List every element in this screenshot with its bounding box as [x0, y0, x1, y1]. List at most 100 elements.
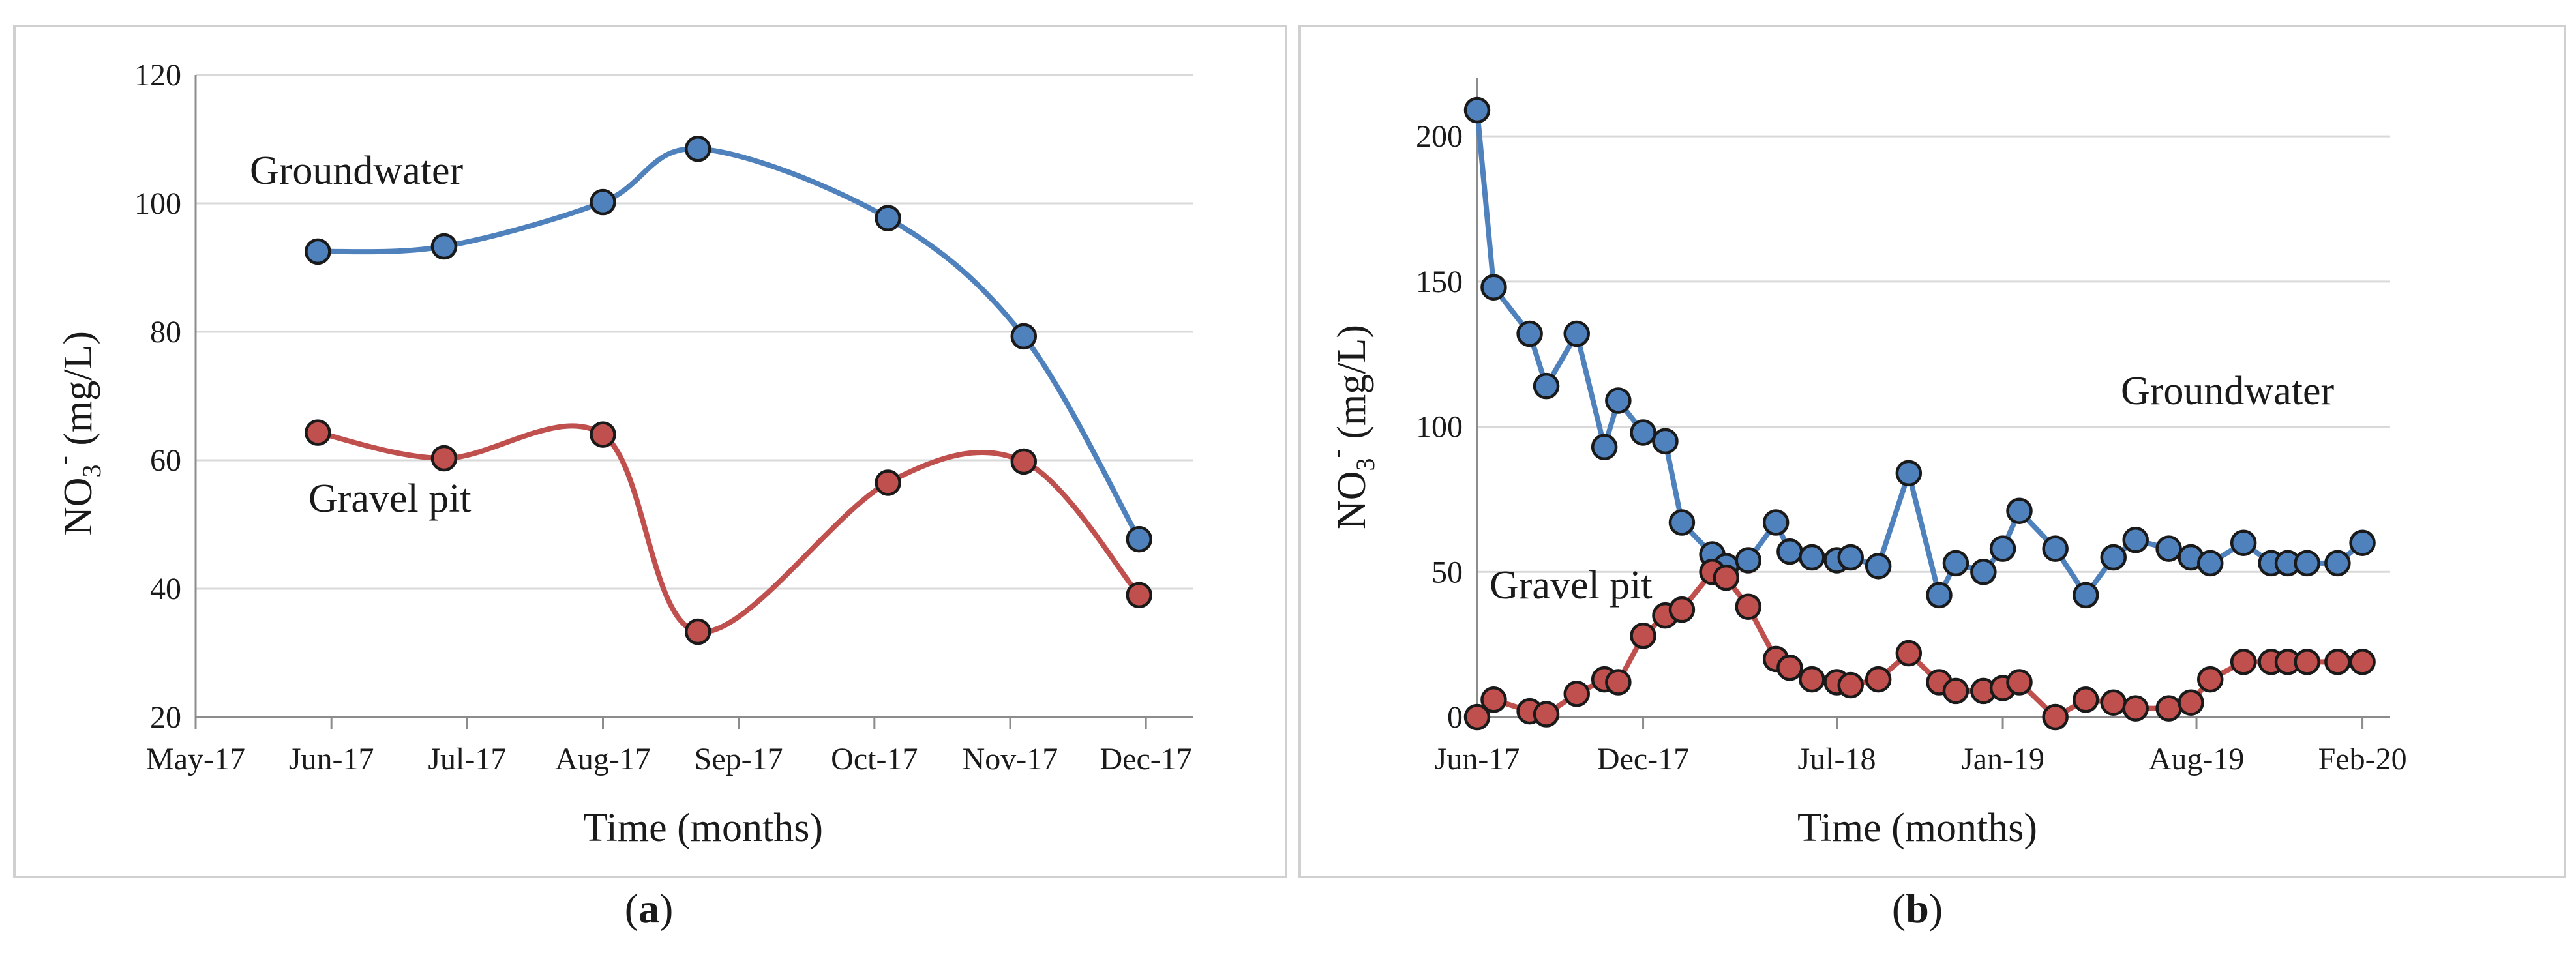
panel-a-letter: a: [638, 885, 659, 932]
groundwater-point: [1652, 428, 1679, 455]
groundwater-point: [1605, 387, 1632, 414]
panel-a-series: [305, 136, 1152, 645]
gravel-pit-point: [2100, 689, 2127, 716]
gravel-pit-point: [1605, 669, 1632, 696]
gravel-pit-point: [2294, 649, 2320, 675]
groundwater-point: [684, 136, 711, 162]
panel-b-gravel-pit-label: Gravel pit: [1490, 563, 1653, 608]
groundwater-point: [1463, 96, 1491, 124]
x-tick-label: Jul-18: [1798, 742, 1876, 776]
x-tick-label: Oct-17: [831, 742, 918, 776]
groundwater-point: [1837, 544, 1864, 571]
groundwater-point: [1668, 509, 1696, 536]
gravel-pit-point: [430, 445, 458, 472]
y-tick-label: 100: [1416, 410, 1463, 445]
groundwater-point: [2230, 529, 2257, 556]
panel-b-series: [1463, 96, 2376, 731]
groundwater-point: [1895, 460, 1923, 487]
groundwater-point: [305, 238, 331, 265]
y-title-unit: (mg/L): [1330, 325, 1374, 449]
gravel-pit-point: [2230, 649, 2257, 675]
panel-a-y-axis-title: NO3- (mg/L): [48, 331, 106, 536]
panel-b-letter: b: [1906, 885, 1929, 932]
gravel-pit-point: [684, 618, 711, 645]
panel-b-x-axis-title: Time (months): [1797, 806, 2037, 850]
y-tick-label: 0: [1447, 700, 1463, 735]
gravel-pit-point: [2042, 703, 2069, 731]
groundwater-point: [2324, 550, 2351, 577]
y-title-sub: 3: [77, 464, 106, 477]
gravel-pit-point: [1126, 582, 1152, 609]
x-tick-label: Jun-17: [289, 742, 374, 776]
panel-a-x-axis-title: Time (months): [583, 806, 823, 850]
gravel-pit-point: [2006, 669, 2033, 696]
y-title-main: NO: [56, 477, 100, 536]
groundwater-point: [2100, 544, 2127, 571]
y-title-sup: -: [48, 456, 78, 464]
gravel-pit-point: [2324, 649, 2351, 675]
groundwater-point: [430, 233, 458, 260]
x-tick-label: Sep-17: [695, 742, 783, 776]
x-tick-label: Jan-19: [1961, 742, 2044, 776]
panel-a-label: (a): [625, 885, 674, 932]
gravel-pit-point: [1799, 666, 1825, 693]
panel-a-groundwater-label: Groundwater: [250, 149, 463, 193]
groundwater-point: [1480, 274, 1507, 301]
groundwater-point: [1126, 525, 1152, 553]
x-tick-label: Aug-19: [2149, 742, 2245, 776]
gravel-pit-point: [1630, 623, 1656, 649]
y-tick-label: 50: [1431, 555, 1463, 589]
x-tick-label: Dec-17: [1100, 742, 1192, 776]
gravel-pit-point: [1533, 701, 1560, 728]
y-tick-label: 20: [150, 700, 181, 735]
groundwater-line: [315, 146, 1142, 542]
panel-b-tick-labels: 0 50 100 150 200 Jun-17 Dec-17 Jul-18 Jan-19 Aug-…: [1416, 119, 2407, 776]
gravel-pit-point: [2349, 649, 2376, 675]
panel-b-frame: [1298, 25, 2566, 878]
panel-a-axes: [194, 75, 1193, 729]
groundwater-point: [2155, 535, 2182, 562]
x-tick-label: Jul-17: [428, 742, 506, 776]
groundwater-point: [2294, 550, 2320, 577]
groundwater-point: [590, 188, 616, 216]
y-title-main: NO: [1330, 471, 1374, 529]
groundwater-point: [1010, 323, 1038, 350]
gravel-pit-point: [2178, 689, 2204, 716]
gravel-pit-point: [1010, 448, 1038, 475]
panel-b-label: (b): [1892, 885, 1943, 932]
groundwater-point: [1970, 559, 1997, 585]
panel-a-tick-labels: 20 40 60 80 100 120 May-17 Jun-17 Jul-17 Aug-17 Se…: [134, 58, 1192, 776]
panel-a-paren-close: ): [659, 885, 673, 932]
groundwater-point: [2122, 527, 2149, 553]
gravel-pit-point: [1942, 677, 1969, 705]
gravel-pit-point: [2122, 695, 2149, 722]
gravel-pit-point: [1563, 681, 1590, 707]
groundwater-point: [1799, 544, 1825, 571]
groundwater-point: [1516, 320, 1543, 347]
x-tick-label: Dec-17: [1597, 742, 1689, 776]
groundwater-point: [1865, 553, 1892, 580]
groundwater-point: [2006, 497, 2033, 524]
groundwater-point: [2073, 582, 2099, 609]
panel-b-paren-close: ): [1929, 885, 1943, 932]
gravel-pit-point: [1713, 564, 1740, 591]
panel-b: 0 50 100 150 200 Jun-17 Dec-17 Jul-18 Jan-19 Aug-…: [1298, 25, 2566, 932]
gravel-pit-point: [1735, 593, 1762, 620]
groundwater-point: [1630, 419, 1656, 446]
panel-b-paren-open: (: [1892, 885, 1906, 932]
groundwater-point: [2196, 550, 2224, 577]
x-tick-label: Aug-17: [555, 742, 651, 776]
groundwater-point: [1926, 582, 1953, 609]
panel-b-groundwater-label: Groundwater: [2121, 369, 2334, 413]
panel-a: 20 40 60 80 100 120 May-17 Jun-17 Jul-17 Aug-17 Se…: [13, 25, 1287, 932]
gravel-pit-point: [590, 421, 616, 448]
gravel-pit-point: [875, 469, 901, 496]
groundwater-point: [1762, 509, 1790, 536]
groundwater-point: [1591, 434, 1618, 460]
gravel-pit-point: [305, 419, 331, 446]
y-tick-label: 200: [1416, 119, 1463, 154]
groundwater-point: [875, 205, 901, 231]
y-tick-label: 40: [150, 572, 181, 606]
gravel-pit-point: [1837, 671, 1864, 699]
